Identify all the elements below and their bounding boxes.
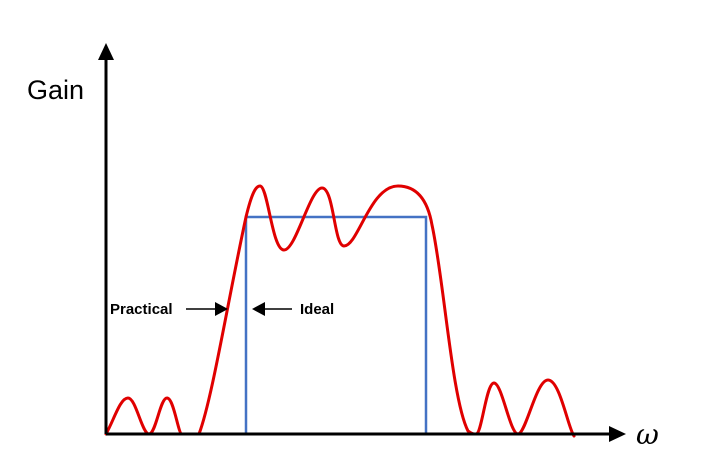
practical-label: Practical xyxy=(110,301,173,318)
ideal-label: Ideal xyxy=(300,301,334,318)
y-axis-arrowhead xyxy=(98,43,114,60)
ideal-arrowhead xyxy=(252,302,265,316)
y-axis-label: Gain xyxy=(27,75,84,105)
practical-arrowhead xyxy=(215,302,228,316)
x-axis-label: ω xyxy=(636,418,659,451)
x-axis-arrowhead xyxy=(609,426,626,442)
ideal-response-curve xyxy=(244,215,428,434)
practical-response-curve xyxy=(104,184,576,438)
